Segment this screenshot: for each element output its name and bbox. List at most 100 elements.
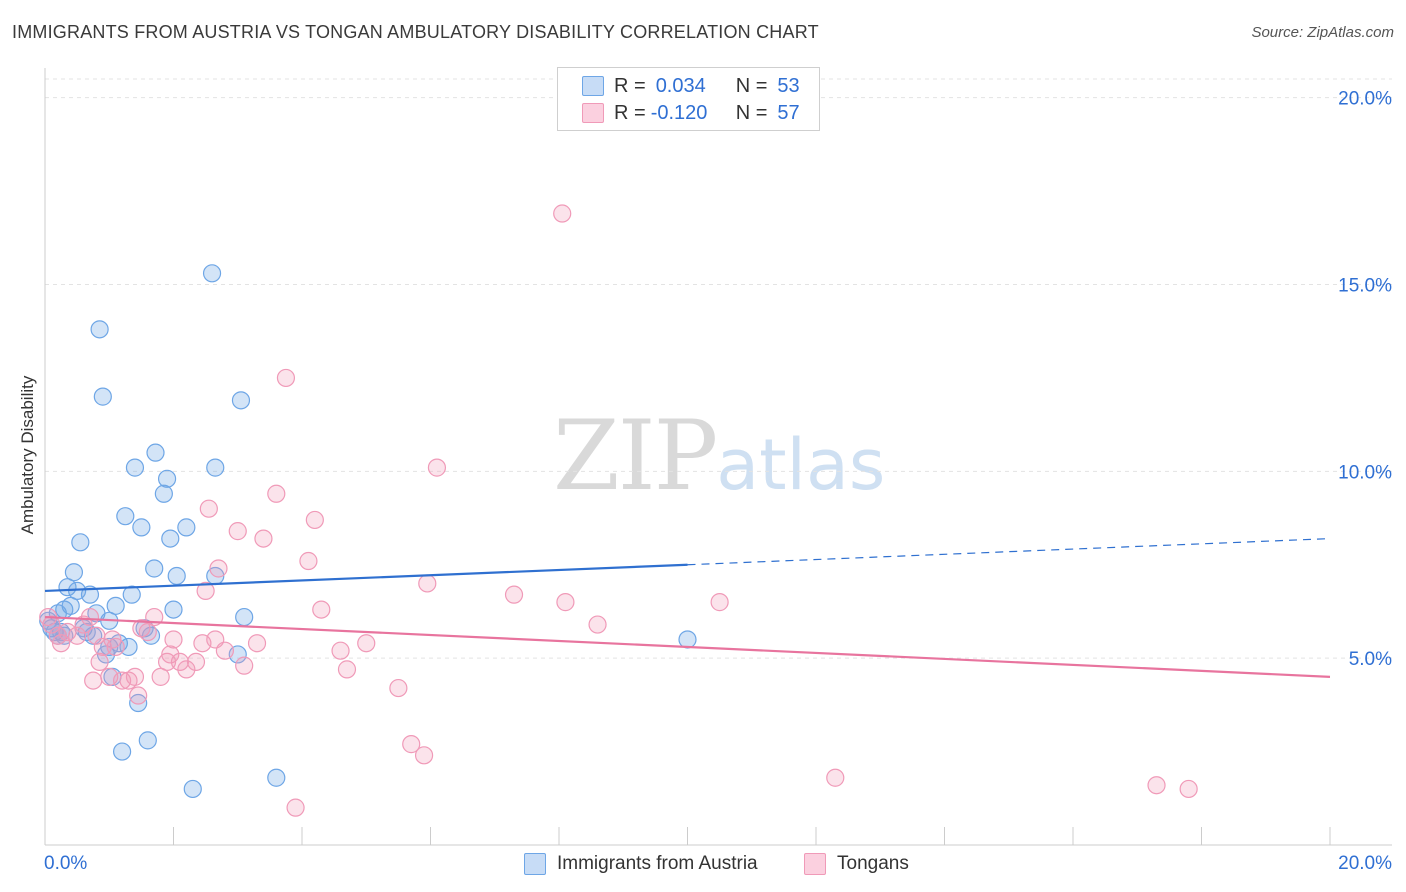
austria-point — [167, 566, 186, 586]
tongan-point — [58, 622, 77, 642]
tongan-point — [164, 630, 183, 649]
tongan-point — [357, 634, 376, 653]
chart-title: IMMIGRANTS FROM AUSTRIA VS TONGAN AMBULA… — [12, 22, 819, 42]
legend-r-label: R = — [614, 101, 646, 124]
watermark: ZIPatlas — [553, 400, 885, 512]
tongan-point — [90, 652, 109, 672]
tongan-point — [276, 368, 296, 388]
tongan-point — [402, 735, 421, 754]
legend-r-value: -0.120 — [650, 101, 708, 124]
y-tick-label: 20.0% — [1338, 89, 1392, 110]
austria-trend-line — [44, 563, 688, 593]
tongan-point — [299, 551, 318, 571]
tongan-point — [170, 652, 190, 672]
tongan-point — [1179, 779, 1198, 799]
austria-point — [119, 637, 138, 657]
bottom-legend-austria: Immigrants from Austria — [524, 852, 758, 876]
tongan-point — [138, 622, 157, 642]
austria-point — [183, 779, 202, 799]
austria-point — [146, 443, 165, 462]
austria-point — [138, 731, 157, 750]
austria-point — [116, 507, 135, 526]
source-label: Source: ZipAtlas.com — [1251, 24, 1394, 41]
legend-n-value: 57 — [777, 101, 800, 124]
tongan-point — [177, 660, 196, 679]
legend-n-label: N = — [735, 101, 768, 124]
bottom-legend-tongans: Tongans — [804, 852, 909, 876]
austria-trend-extension — [687, 538, 1331, 566]
legend-row-tongans: R = -0.120 N = 57 — [582, 100, 800, 126]
bottom-legend-swatch-pink — [804, 853, 826, 875]
austria-point — [678, 630, 697, 649]
austria-point — [145, 559, 164, 578]
tongan-point — [710, 593, 729, 612]
tongan-point — [106, 637, 125, 657]
tongan-point — [312, 600, 331, 619]
tongan-point — [80, 607, 100, 627]
austria-point — [112, 742, 132, 761]
austria-point — [125, 458, 145, 477]
legend-r-value: 0.034 — [655, 74, 706, 97]
austria-point — [64, 563, 84, 582]
austria-point — [231, 391, 251, 410]
austria-point — [90, 320, 109, 339]
austria-point — [71, 533, 90, 552]
tongan-point — [331, 641, 350, 660]
legend-swatch-pink — [582, 103, 604, 123]
austria-point — [93, 387, 112, 406]
tongan-point — [553, 204, 572, 223]
tongan-point — [556, 593, 575, 612]
austria-point — [157, 469, 177, 488]
tongan-point — [209, 559, 228, 578]
tongan-point — [254, 529, 273, 548]
tongan-point — [235, 656, 254, 675]
tongan-trend-line — [44, 615, 1331, 678]
bottom-legend-swatch-blue — [524, 853, 546, 875]
tongan-point — [93, 637, 112, 657]
tongan-point — [826, 768, 845, 787]
tongan-point — [247, 634, 267, 653]
legend-r-label: R = — [614, 74, 646, 97]
watermark-atlas: atlas — [716, 424, 886, 506]
tongan-point — [305, 510, 324, 530]
x-tick-label: 20.0% — [1338, 853, 1392, 874]
austria-point — [202, 264, 222, 283]
austria-point — [206, 458, 225, 477]
legend-row-austria: R = 0.034 N = 53 — [582, 73, 800, 99]
y-tick-label: 5.0% — [1349, 649, 1392, 670]
bottom-legend-label: Immigrants from Austria — [557, 853, 758, 874]
tongan-point — [427, 458, 447, 477]
bottom-legend-label: Tongans — [837, 853, 909, 874]
tongan-point — [68, 626, 87, 645]
legend-swatch-blue — [582, 76, 604, 96]
tongan-point — [389, 678, 408, 698]
tongan-point — [267, 484, 286, 503]
tongan-point — [125, 667, 145, 686]
tongan-point — [1147, 776, 1166, 795]
austria-point — [129, 693, 148, 713]
tongan-point — [42, 615, 61, 634]
x-tick-label: 0.0% — [44, 853, 87, 874]
tongan-point — [161, 645, 180, 664]
austria-point — [164, 600, 183, 619]
austria-point — [177, 518, 196, 537]
austria-point — [122, 585, 141, 604]
austria-point — [80, 585, 100, 604]
tongan-point — [74, 615, 93, 634]
tongan-point — [51, 634, 71, 653]
y-tick-label: 10.0% — [1338, 462, 1392, 483]
correlation-legend: R = 0.034 N = 53 R = -0.120 N = 57 — [557, 67, 820, 131]
legend-n-label: N = — [735, 74, 768, 97]
austria-point — [154, 484, 173, 503]
tongan-point — [196, 581, 215, 601]
y-tick-label: 15.0% — [1338, 276, 1392, 297]
tongan-point — [228, 522, 247, 541]
watermark-zip: ZIP — [553, 400, 718, 512]
tongan-point — [129, 686, 148, 705]
tongan-point — [84, 671, 103, 690]
tongan-point — [337, 660, 357, 679]
tongan-point — [215, 641, 234, 660]
tongan-point — [588, 615, 607, 634]
austria-point — [132, 518, 151, 537]
